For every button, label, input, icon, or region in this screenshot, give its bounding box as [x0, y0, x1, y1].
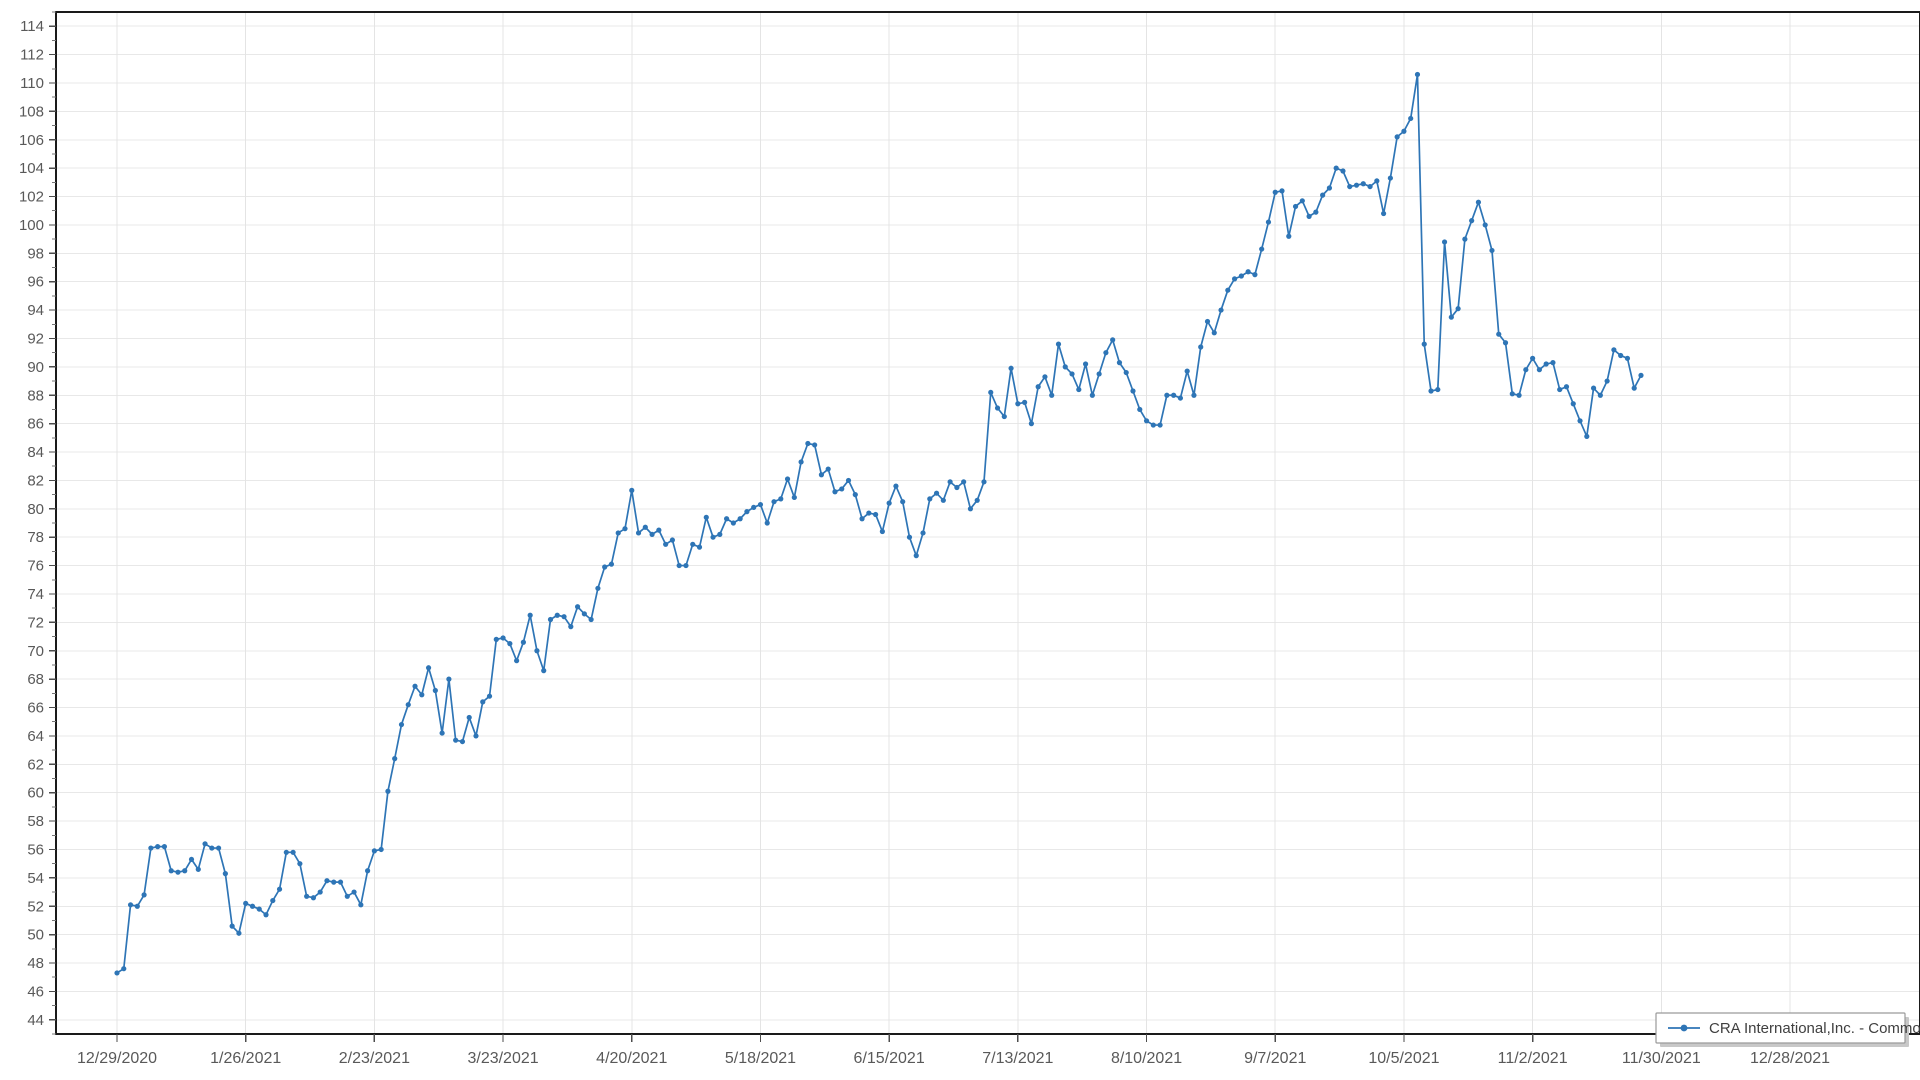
svg-text:48: 48: [27, 955, 44, 972]
y-axis-tick-labels: 114 112 110 108 106 104 102 100 98 96 94 92 90 88 86 84…: [19, 18, 44, 1029]
svg-text:80: 80: [27, 501, 44, 518]
svg-text:72: 72: [27, 614, 44, 631]
svg-text:4/20/2021: 4/20/2021: [596, 1050, 667, 1067]
svg-text:114: 114: [20, 18, 44, 35]
svg-text:5/18/2021: 5/18/2021: [725, 1050, 796, 1067]
svg-text:9/7/2021: 9/7/2021: [1244, 1050, 1306, 1067]
svg-text:98: 98: [27, 245, 44, 262]
legend-marker-dot: [1680, 1024, 1688, 1032]
svg-text:110: 110: [20, 75, 44, 92]
svg-text:60: 60: [27, 785, 44, 802]
svg-text:12/28/2021: 12/28/2021: [1750, 1050, 1830, 1067]
svg-text:64: 64: [27, 728, 44, 745]
svg-text:84: 84: [27, 444, 44, 461]
svg-text:86: 86: [27, 416, 44, 433]
vertical-gridlines: [116, 12, 1791, 1034]
svg-text:70: 70: [27, 643, 44, 660]
svg-text:74: 74: [27, 586, 44, 603]
chart-legend[interactable]: CRA International,Inc. - Common Stock: [1655, 1012, 1920, 1047]
series-markers-cra-international[interactable]: [114, 71, 1644, 976]
svg-text:102: 102: [19, 189, 44, 206]
legend-entry-label: CRA International,Inc. - Common Stock: [1709, 1020, 1920, 1037]
svg-text:100: 100: [19, 217, 44, 234]
svg-text:44: 44: [27, 1012, 44, 1029]
svg-text:11/2/2021: 11/2/2021: [1498, 1050, 1568, 1067]
svg-text:58: 58: [27, 813, 44, 830]
svg-text:68: 68: [27, 671, 44, 688]
svg-text:96: 96: [27, 274, 44, 291]
svg-text:106: 106: [19, 132, 44, 149]
svg-text:50: 50: [27, 927, 44, 944]
svg-text:11/30/2021: 11/30/2021: [1622, 1050, 1701, 1067]
svg-text:6/15/2021: 6/15/2021: [854, 1050, 925, 1067]
svg-text:12/29/2020: 12/29/2020: [77, 1050, 157, 1067]
x-axis-tick-labels: 12/29/2020 1/26/2021 2/23/2021 3/23/2021 4/2…: [77, 1050, 1830, 1067]
series-line-cra-international[interactable]: [116, 73, 1642, 974]
svg-text:88: 88: [27, 387, 44, 404]
y-axis-ticks: [49, 11, 56, 1035]
svg-text:10/5/2021: 10/5/2021: [1368, 1050, 1439, 1067]
svg-text:7/13/2021: 7/13/2021: [982, 1050, 1053, 1067]
svg-text:90: 90: [27, 359, 44, 376]
svg-text:78: 78: [27, 529, 44, 546]
svg-text:112: 112: [20, 47, 44, 64]
svg-text:52: 52: [27, 898, 44, 915]
svg-text:54: 54: [27, 870, 44, 887]
svg-text:104: 104: [19, 160, 44, 177]
svg-text:92: 92: [27, 330, 44, 347]
x-axis-ticks: [116, 1034, 1791, 1042]
svg-text:76: 76: [27, 558, 44, 575]
svg-text:82: 82: [27, 472, 44, 489]
svg-text:108: 108: [19, 103, 44, 120]
svg-text:94: 94: [27, 302, 44, 319]
svg-text:56: 56: [27, 841, 44, 858]
svg-text:62: 62: [27, 756, 44, 773]
svg-text:66: 66: [27, 700, 44, 717]
svg-text:46: 46: [27, 983, 44, 1000]
legend-background: [1655, 1012, 1906, 1044]
horizontal-gridlines: [56, 25, 1920, 1021]
svg-text:2/23/2021: 2/23/2021: [339, 1050, 410, 1067]
svg-text:3/23/2021: 3/23/2021: [467, 1050, 538, 1067]
svg-text:1/26/2021: 1/26/2021: [210, 1050, 281, 1067]
svg-text:8/10/2021: 8/10/2021: [1111, 1050, 1182, 1067]
